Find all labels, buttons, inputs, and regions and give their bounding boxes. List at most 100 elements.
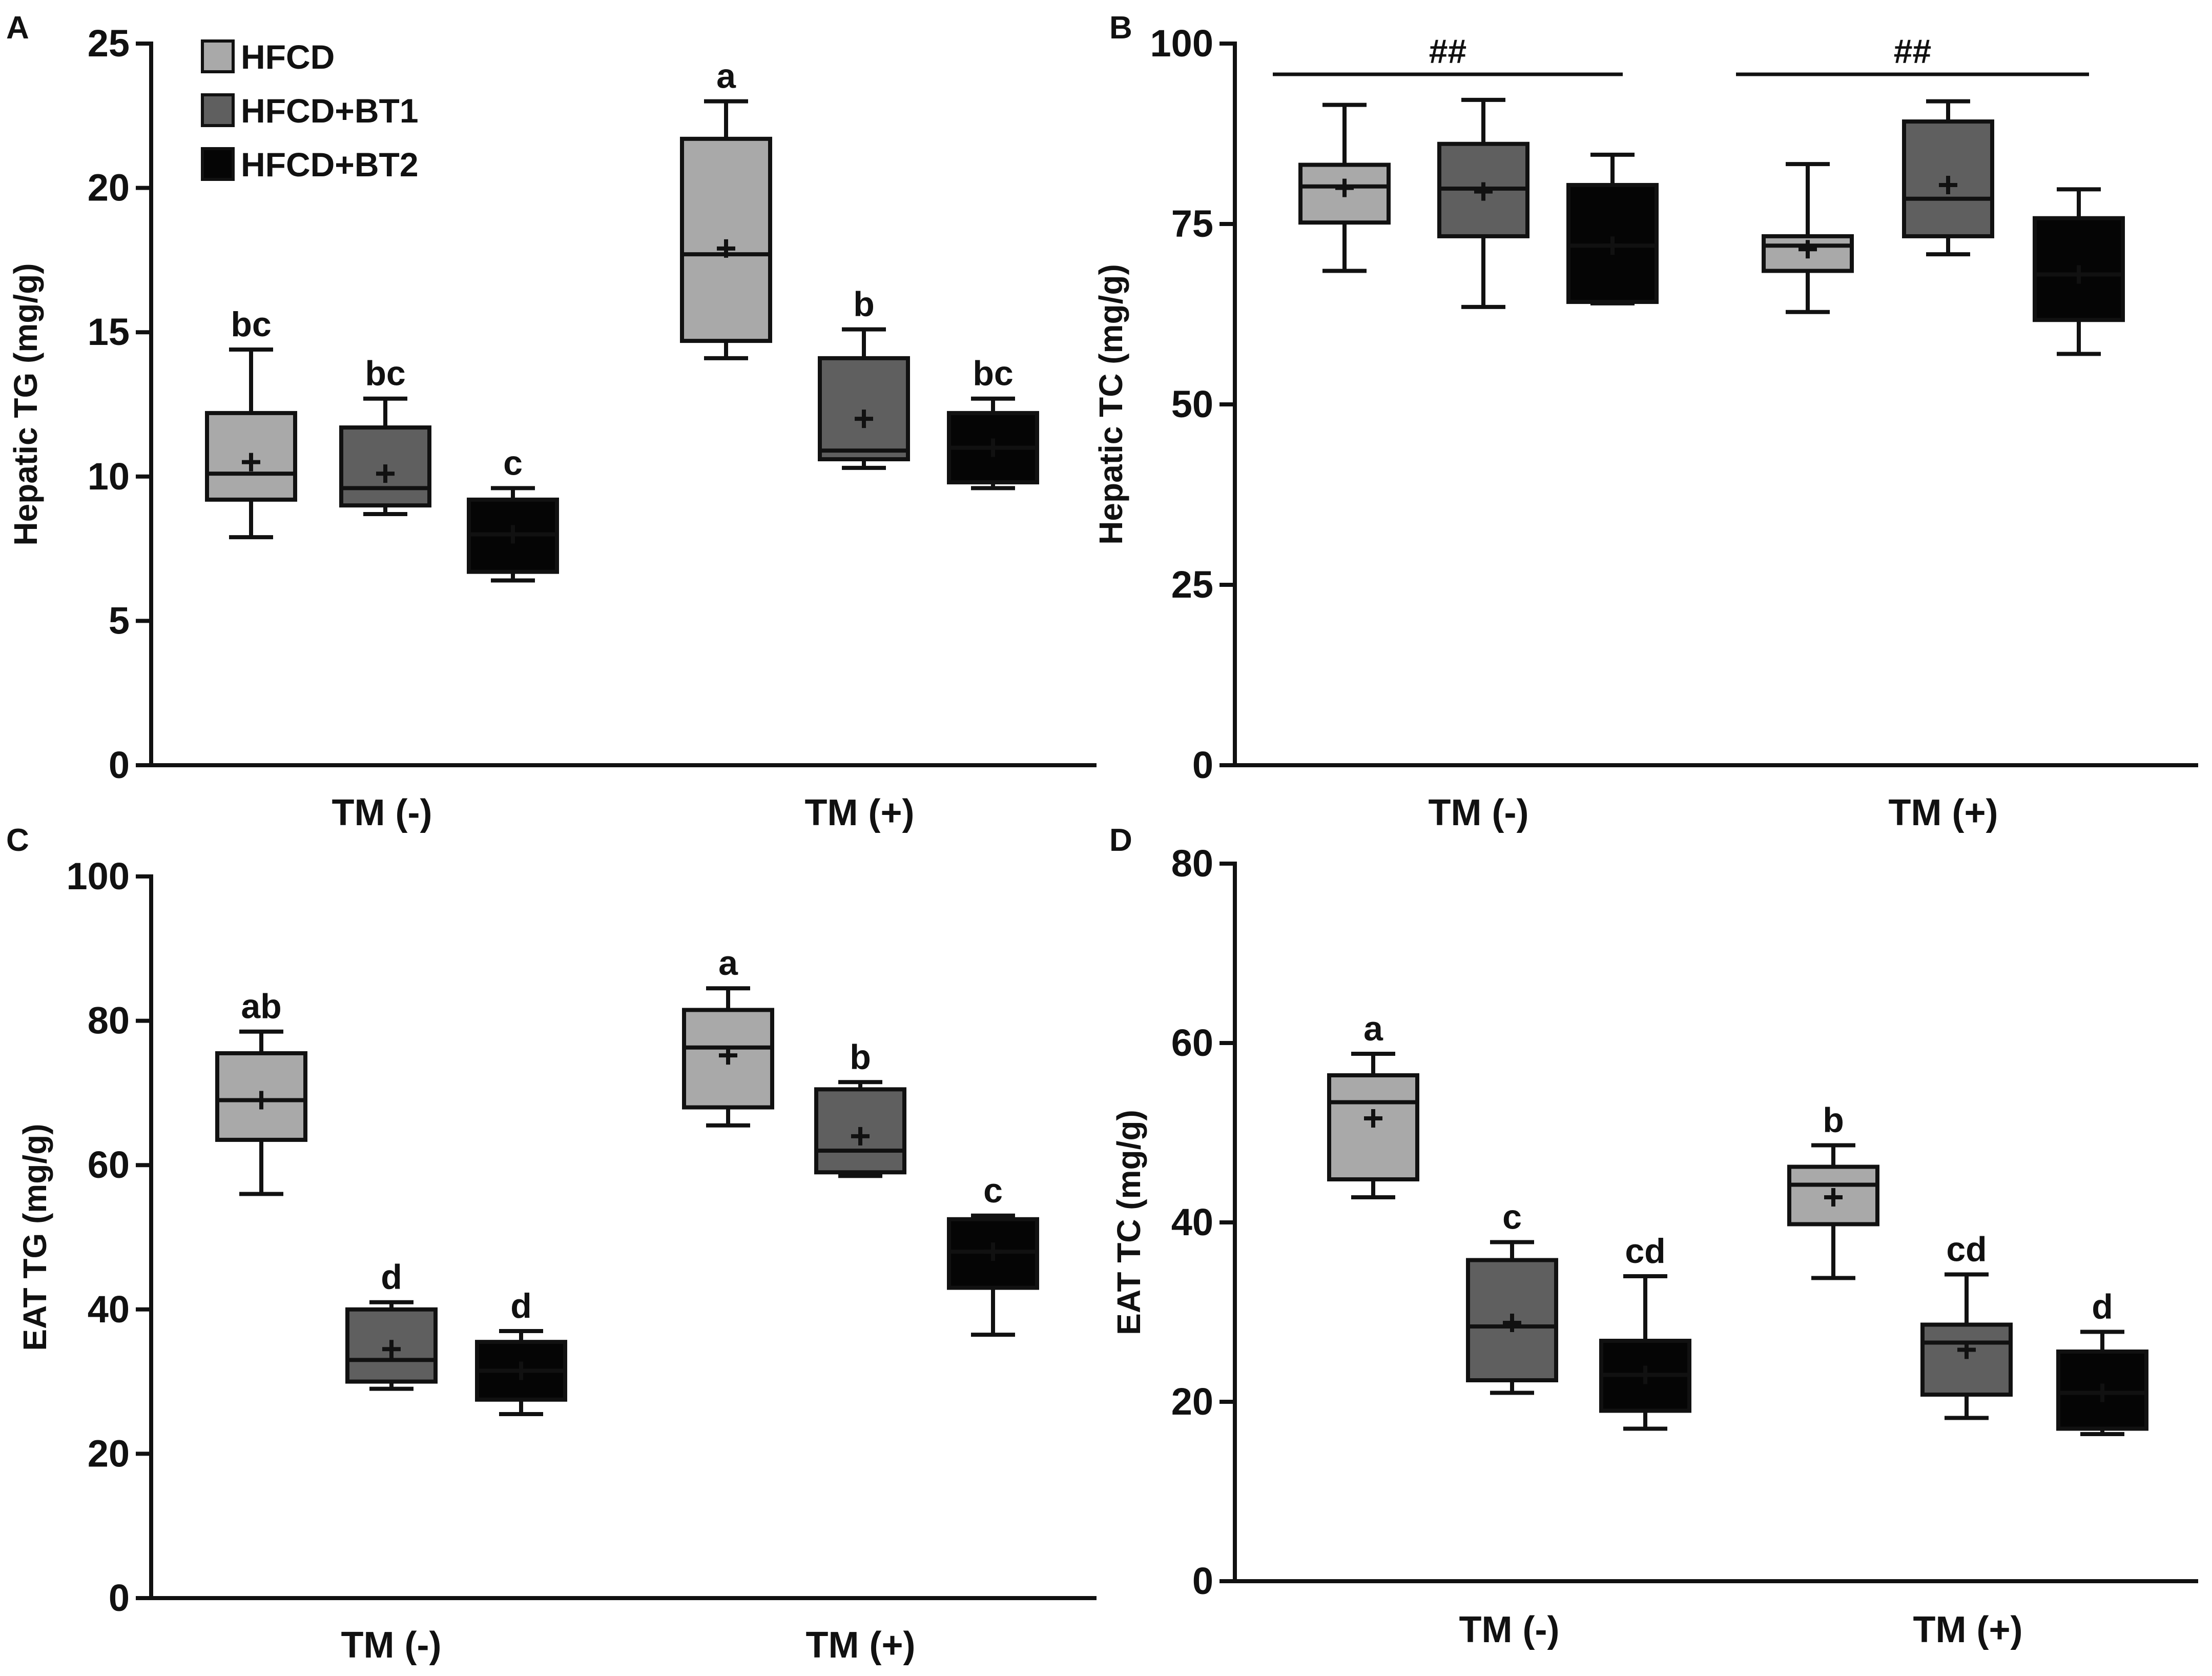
mean-marker: [1824, 1188, 1843, 1207]
y-tick-label: 15: [88, 311, 130, 353]
y-tick-label: 10: [88, 455, 130, 498]
significance-letter: d: [510, 1286, 532, 1325]
y-tick-label: 40: [88, 1288, 130, 1331]
significance-letter: a: [718, 944, 738, 983]
mean-marker: [1503, 1314, 1521, 1332]
box-hfcd-tm-minus: [1298, 103, 1391, 273]
panel-b: B 0 25 50 75 100 Hepatic TC (mg/g) TM (-) TM (+)…: [1092, 10, 2198, 833]
mean-marker: [851, 1127, 870, 1146]
box-body: [818, 356, 910, 462]
x-category-label: TM (+): [1889, 792, 1998, 833]
mean-marker: [1335, 178, 1354, 197]
box-hfcd-bt2-tm-plus: c: [947, 1171, 1039, 1337]
significance-letter: b: [853, 285, 875, 324]
x-category-label: TM (-): [1459, 1609, 1560, 1650]
box-hfcd-bt1-tm-plus: b: [814, 1037, 906, 1178]
significance-letter: c: [503, 443, 523, 482]
legend: HFCD HFCD+BT1 HFCD+BT2: [201, 38, 419, 183]
group-annotation: ##: [1894, 32, 1931, 70]
box-hfcd-bt1-tm-minus: d: [345, 1258, 438, 1391]
mean-marker: [719, 1046, 737, 1065]
box-hfcd-bt1-tm-plus: b: [818, 285, 910, 470]
mean-marker: [242, 453, 260, 472]
mean-marker: [2093, 1383, 2112, 1402]
y-axis-title: EAT TG (mg/g): [16, 1123, 53, 1351]
panel-d: D 0 20 40 60 80 EAT TC (mg/g) TM (-) TM (+) a b c cd…: [1109, 823, 2198, 1650]
mean-marker: [1603, 236, 1622, 255]
panel-letter: B: [1109, 10, 1132, 46]
y-tick-label: 80: [1171, 842, 1213, 885]
y-axis-title: EAT TC (mg/g): [1110, 1110, 1147, 1335]
mean-marker: [2070, 265, 2088, 284]
y-tick-label: 40: [1171, 1201, 1213, 1243]
mean-marker: [1939, 175, 1957, 194]
significance-letter: b: [1823, 1101, 1844, 1140]
mean-marker: [252, 1091, 271, 1110]
x-category-label: TM (-): [341, 1625, 442, 1666]
significance-letter: c: [1502, 1198, 1522, 1237]
y-tick-label: 0: [109, 744, 130, 786]
y-tick-label: 25: [88, 22, 130, 65]
significance-letter: a: [716, 57, 736, 96]
y-tick-label: 20: [88, 1432, 130, 1475]
mean-marker: [855, 410, 873, 428]
mean-marker: [504, 525, 522, 544]
box-hfcd-bt1-tm-plus: [1902, 99, 1994, 257]
y-tick-label: 0: [109, 1577, 130, 1619]
x-category-label: TM (+): [1913, 1609, 2023, 1650]
significance-letter: bc: [365, 354, 405, 393]
panel-a: A 0 5 10 15 20 25 Hepatic TG (mg/g) TM (-) TM (+)…: [6, 10, 1097, 833]
panel-letter: D: [1109, 823, 1132, 858]
significance-letter: ab: [241, 987, 281, 1026]
box-hfcd-bt2-tm-minus: d: [475, 1286, 567, 1416]
box-hfcd-bt2-tm-minus: [1566, 152, 1659, 305]
legend-swatch: [201, 39, 235, 73]
box-hfcd-bt1-tm-minus: c: [1466, 1198, 1558, 1395]
significance-letter: cd: [1625, 1232, 1665, 1271]
significance-letter: c: [983, 1171, 1003, 1210]
mean-marker: [984, 1242, 1002, 1261]
significance-letter: cd: [1946, 1230, 1987, 1269]
box-hfcd-bt2-tm-minus: c: [467, 443, 559, 583]
legend-swatch: [201, 93, 235, 127]
mean-marker: [1474, 182, 1493, 201]
y-tick-label: 50: [1171, 383, 1213, 425]
mean-marker: [1957, 1340, 1976, 1359]
significance-letter: d: [2092, 1287, 2113, 1326]
box-hfcd-bt1-tm-minus: [1437, 97, 1529, 309]
y-tick-label: 80: [88, 999, 130, 1042]
significance-letter: a: [1363, 1009, 1383, 1048]
box-hfcd-tm-plus: a: [682, 944, 774, 1128]
x-category-label: TM (-): [332, 792, 432, 833]
box-hfcd-tm-minus: bc: [205, 305, 297, 540]
group-annotation: ##: [1429, 32, 1466, 70]
y-tick-label: 75: [1171, 202, 1213, 245]
y-tick-label: 20: [88, 167, 130, 209]
box-hfcd-bt2-tm-minus: cd: [1599, 1232, 1691, 1431]
box-hfcd-bt1-tm-minus: bc: [339, 354, 431, 517]
box-body: [814, 1087, 906, 1175]
legend-swatch: [201, 147, 235, 181]
significance-letter: bc: [231, 305, 271, 344]
panel-letter: C: [6, 823, 29, 858]
panel-letter: A: [6, 10, 29, 46]
y-tick-label: 0: [1192, 744, 1213, 786]
x-category-label: TM (-): [1429, 792, 1529, 833]
box-hfcd-bt2-tm-plus: bc: [947, 354, 1039, 490]
mean-marker: [512, 1361, 530, 1380]
box-hfcd-bt1-tm-plus: cd: [1920, 1230, 2013, 1420]
mean-marker: [984, 438, 1002, 457]
legend-label: HFCD+BT1: [241, 92, 419, 130]
box-body: [1920, 1322, 2013, 1397]
mean-marker: [382, 1340, 401, 1359]
mean-marker: [717, 239, 735, 258]
box-hfcd-bt2-tm-plus: [2033, 187, 2125, 356]
box-hfcd-tm-minus: ab: [215, 987, 307, 1196]
y-tick-label: 60: [88, 1143, 130, 1186]
legend-label: HFCD: [241, 38, 335, 76]
x-category-label: TM (+): [805, 792, 915, 833]
y-tick-label: 20: [1171, 1380, 1213, 1423]
box-hfcd-tm-plus: b: [1787, 1101, 1879, 1280]
